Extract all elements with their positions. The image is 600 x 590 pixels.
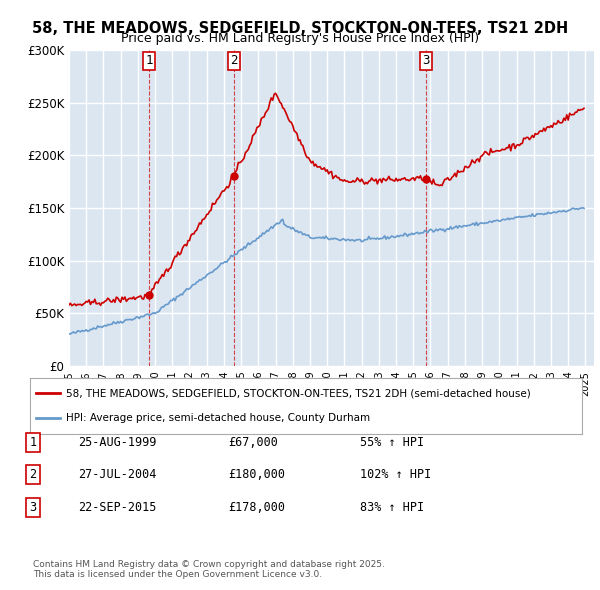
- Text: 55% ↑ HPI: 55% ↑ HPI: [360, 436, 424, 449]
- Text: 102% ↑ HPI: 102% ↑ HPI: [360, 468, 431, 481]
- Text: 2: 2: [29, 468, 37, 481]
- Text: £67,000: £67,000: [228, 436, 278, 449]
- Text: 22-SEP-2015: 22-SEP-2015: [78, 501, 157, 514]
- Text: 58, THE MEADOWS, SEDGEFIELD, STOCKTON-ON-TEES, TS21 2DH (semi-detached house): 58, THE MEADOWS, SEDGEFIELD, STOCKTON-ON…: [66, 388, 530, 398]
- Text: 58, THE MEADOWS, SEDGEFIELD, STOCKTON-ON-TEES, TS21 2DH: 58, THE MEADOWS, SEDGEFIELD, STOCKTON-ON…: [32, 21, 568, 35]
- Text: 83% ↑ HPI: 83% ↑ HPI: [360, 501, 424, 514]
- Text: 2: 2: [230, 54, 238, 67]
- Text: 3: 3: [29, 501, 37, 514]
- Text: Price paid vs. HM Land Registry's House Price Index (HPI): Price paid vs. HM Land Registry's House …: [121, 32, 479, 45]
- Text: £178,000: £178,000: [228, 501, 285, 514]
- Text: 27-JUL-2004: 27-JUL-2004: [78, 468, 157, 481]
- Text: 3: 3: [422, 54, 430, 67]
- Text: HPI: Average price, semi-detached house, County Durham: HPI: Average price, semi-detached house,…: [66, 413, 370, 423]
- Text: 25-AUG-1999: 25-AUG-1999: [78, 436, 157, 449]
- Text: 1: 1: [145, 54, 153, 67]
- Text: Contains HM Land Registry data © Crown copyright and database right 2025.
This d: Contains HM Land Registry data © Crown c…: [33, 560, 385, 579]
- Text: 1: 1: [29, 436, 37, 449]
- Text: £180,000: £180,000: [228, 468, 285, 481]
